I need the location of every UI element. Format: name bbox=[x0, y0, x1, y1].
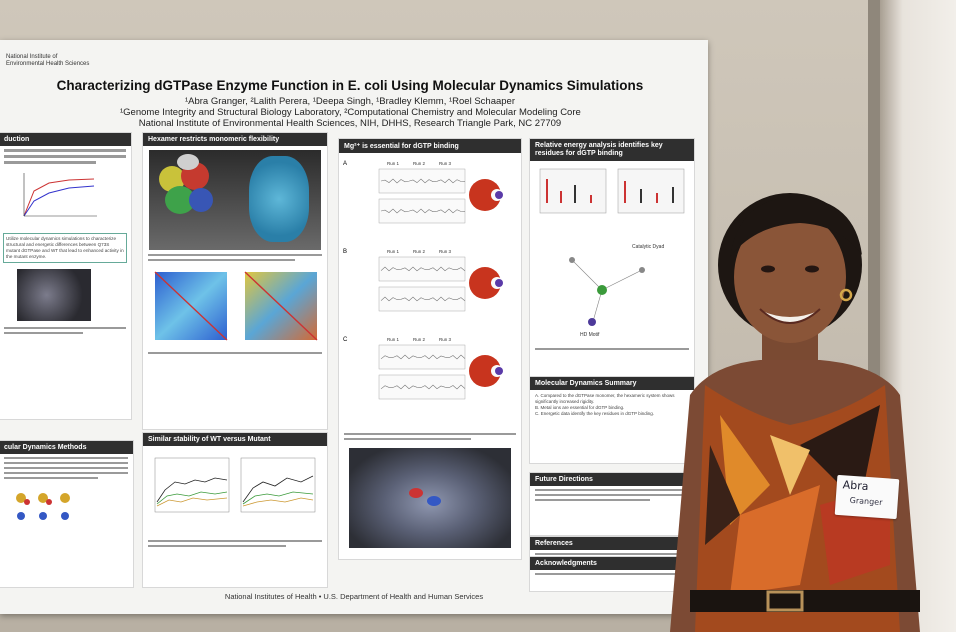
run-label: Run 2 bbox=[413, 249, 426, 254]
mg-panel-label: B bbox=[343, 249, 347, 255]
name-tag-first: Abra bbox=[842, 478, 869, 494]
run-label: Run 1 bbox=[387, 249, 400, 254]
binding-site-diagram: Catalytic Dyad HD Motif bbox=[569, 244, 664, 338]
energy-bar-plots bbox=[539, 168, 685, 214]
mg-section: Mg²⁺ is essential for dGTP binding A Run … bbox=[338, 138, 522, 560]
md-snapshot-image bbox=[349, 448, 511, 548]
energy-trace-box bbox=[378, 256, 466, 282]
energy-trace bbox=[380, 208, 466, 214]
kinetics-plot bbox=[23, 173, 97, 217]
md-summary-section: Molecular Dynamics Summary A. Compared t… bbox=[529, 376, 695, 464]
dccm-heatmaps bbox=[154, 271, 318, 341]
energy-trace bbox=[380, 296, 466, 302]
dgtp-ligand bbox=[495, 191, 503, 199]
summary-item: B. Metal ions are essential for dGTP bin… bbox=[535, 405, 625, 410]
active-site-image bbox=[17, 269, 91, 321]
mg-panel-label: A bbox=[343, 161, 347, 167]
binding-pocket bbox=[469, 267, 501, 299]
name-tag: Abra Granger bbox=[834, 474, 900, 520]
intro-section: duction Utilize molecular dynamics simul… bbox=[0, 132, 132, 420]
run-label: Run 3 bbox=[439, 249, 452, 254]
name-tag-last: Granger bbox=[849, 495, 883, 508]
future-section: Future Directions bbox=[529, 472, 695, 536]
method-molecule-icons bbox=[16, 493, 70, 520]
energy-trace bbox=[380, 384, 466, 390]
acknowledgments-section: Acknowledgments bbox=[529, 556, 695, 592]
run-label: Run 2 bbox=[413, 161, 426, 166]
energy-trace-box bbox=[378, 198, 466, 224]
energy-trace bbox=[380, 266, 466, 272]
catalytic-dyad-label: Catalytic Dyad bbox=[632, 244, 664, 250]
energy-trace bbox=[380, 354, 466, 360]
binding-pocket bbox=[469, 355, 501, 387]
presenter-photo bbox=[670, 193, 920, 632]
energy-trace-box bbox=[378, 286, 466, 312]
run-label: Run 2 bbox=[413, 337, 426, 342]
summary-item: C. Energetic data identify the key resid… bbox=[535, 411, 654, 416]
summary-list: A. Compared to the dGTPase monomer, the … bbox=[530, 390, 694, 420]
dgtp-ligand bbox=[495, 279, 503, 287]
run-label: Run 3 bbox=[439, 337, 452, 342]
poster-authors: ¹Abra Granger, ²Lalith Perera, ¹Deepa Si… bbox=[120, 96, 581, 129]
energy-trace-box bbox=[378, 168, 466, 194]
hexamer-structure-image bbox=[149, 150, 321, 250]
run-label: Run 3 bbox=[439, 161, 452, 166]
stability-section: Similar stability of WT versus Mutant bbox=[142, 432, 328, 588]
run-label: Run 1 bbox=[387, 337, 400, 342]
dgtp-ligand bbox=[495, 367, 503, 375]
poster-footer: National Institutes of Health • U.S. Dep… bbox=[224, 592, 484, 601]
hd-motif-label: HD Motif bbox=[580, 332, 600, 338]
research-poster: National Institute of Environmental Heal… bbox=[0, 40, 708, 614]
mg-panels: A Run 1 Run 2 Run 3 B Run 1 Run 2 Run 3 C Run 1 Ru… bbox=[343, 161, 503, 400]
nih-logo: National Institute of Environmental Heal… bbox=[6, 54, 90, 67]
summary-item: A. Compared to the dGTPase monomer, the … bbox=[535, 393, 675, 404]
energy-trace bbox=[380, 178, 466, 184]
poster-title: Characterizing dGTPase Enzyme Function i… bbox=[56, 78, 644, 93]
mg-panel-label: C bbox=[343, 337, 348, 343]
energy-section: Relative energy analysis identifies key … bbox=[529, 138, 695, 412]
hexamer-section: Hexamer restricts monomeric flexibility bbox=[142, 132, 328, 430]
run-label: Run 1 bbox=[387, 161, 400, 166]
binding-pocket bbox=[469, 179, 501, 211]
methods-section: cular Dynamics Methods bbox=[0, 440, 134, 588]
objective-box: Utilize molecular dynamics simulations t… bbox=[3, 233, 127, 263]
rmsd-plots bbox=[154, 457, 316, 513]
